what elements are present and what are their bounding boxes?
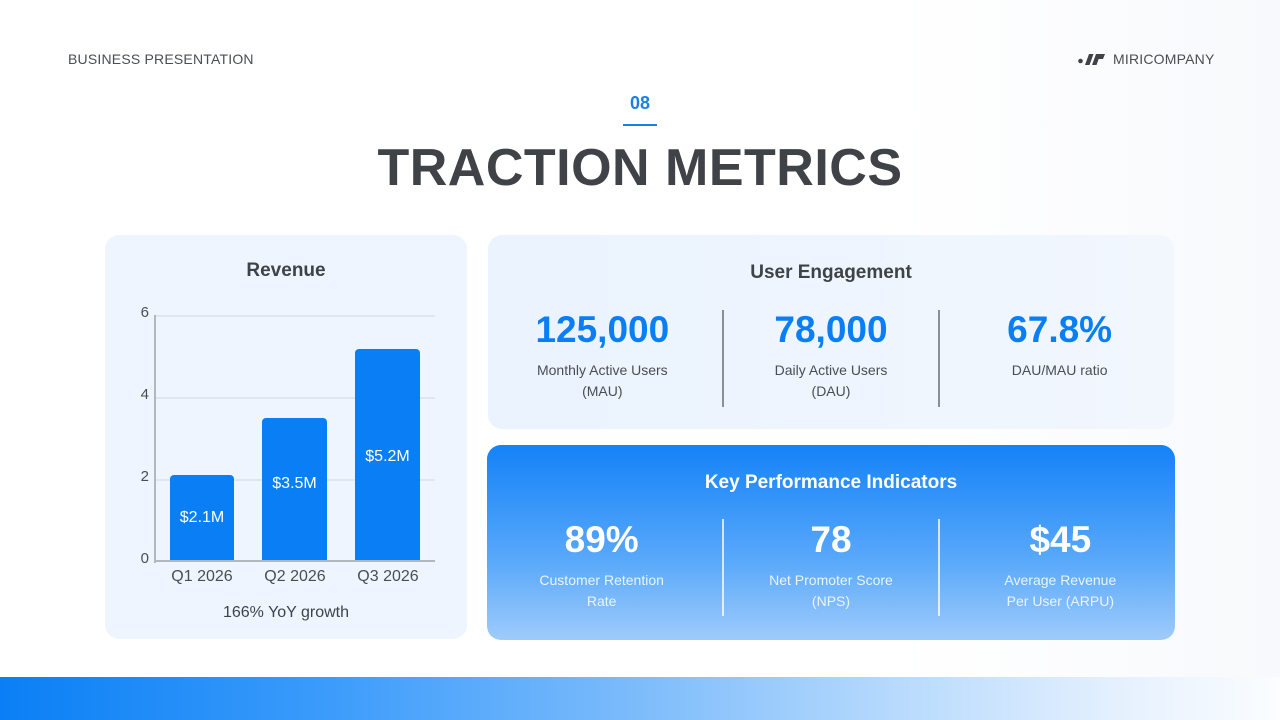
footer-gradient-bar xyxy=(0,677,1280,720)
bar-label-q2: $3.5M xyxy=(272,475,317,492)
y-tick-4: 4 xyxy=(140,386,149,403)
metric-mau-label-line1: Monthly Active Users xyxy=(536,362,668,378)
metric-mau-label: Monthly Active Users (MAU) xyxy=(488,360,717,402)
kpi-title: Key Performance Indicators xyxy=(704,472,958,493)
bar-label-q1: $2.1M xyxy=(179,509,225,526)
metric-ratio-value: 67.8% xyxy=(1007,309,1113,350)
metric-nps-label: Net Promoter Score (NPS) xyxy=(716,570,945,612)
bar-q2-2026: $3.5M xyxy=(262,418,327,561)
divider xyxy=(938,310,940,407)
metric-ratio-label: DAU/MAU ratio xyxy=(945,360,1174,381)
y-tick-2: 2 xyxy=(140,468,149,485)
slide-number: 08 xyxy=(629,93,651,113)
revenue-card: Revenue 6 4 2 0 $2.1M $3.5M $5.2M Q1 202… xyxy=(105,235,467,639)
chart-caption: 166% YoY growth xyxy=(222,604,350,621)
y-tick-0: 0 xyxy=(140,550,149,567)
x-axis xyxy=(154,560,435,562)
metric-nps-label-line1: Net Promoter Score xyxy=(769,572,893,588)
metric-dau-label: Daily Active Users (DAU) xyxy=(717,360,946,402)
metric-arpu-value: $45 xyxy=(1029,519,1092,560)
metric-mau-label-line2: (MAU) xyxy=(582,383,623,399)
presentation-label: BUSINESS PRESENTATION xyxy=(68,51,254,67)
user-engagement-title: User Engagement xyxy=(750,262,912,283)
x-tick-q1: Q1 2026 xyxy=(171,568,233,585)
miricompany-logo-icon xyxy=(1078,54,1105,65)
metric-dau-mau-ratio: 67.8% DAU/MAU ratio xyxy=(945,308,1174,402)
kpi-card: Key Performance Indicators 89% Customer … xyxy=(487,445,1175,640)
metric-dau-value: 78,000 xyxy=(774,309,888,350)
bar-label-q3: $5.2M xyxy=(365,448,410,465)
divider xyxy=(722,310,724,407)
metric-ratio-label-line1: DAU/MAU ratio xyxy=(1011,362,1108,378)
metric-nps-label-line2: (NPS) xyxy=(811,593,851,609)
metric-retention: 89% Customer Retention Rate xyxy=(487,518,716,612)
bar-q3-2026: $5.2M xyxy=(355,349,420,561)
metric-nps: 78 Net Promoter Score (NPS) xyxy=(716,518,945,612)
divider xyxy=(722,519,724,616)
divider xyxy=(938,519,940,616)
metric-dau: 78,000 Daily Active Users (DAU) xyxy=(717,308,946,402)
brand: MIRICOMPANY xyxy=(1078,51,1215,67)
metric-dau-label-line1: Daily Active Users xyxy=(774,362,888,378)
metric-dau-label-line2: (DAU) xyxy=(811,383,851,399)
metric-mau-value: 125,000 xyxy=(535,309,670,350)
page-title: TRACTION METRICS xyxy=(377,139,903,197)
slide-number-underline xyxy=(623,124,657,126)
metric-retention-label-line1: Customer Retention xyxy=(539,572,664,588)
y-axis xyxy=(154,315,156,563)
gridline-6 xyxy=(155,315,435,317)
metric-retention-label-line2: Rate xyxy=(586,593,617,609)
metric-retention-value: 89% xyxy=(564,519,639,560)
x-tick-q3: Q3 2026 xyxy=(357,568,419,585)
metric-mau: 125,000 Monthly Active Users (MAU) xyxy=(488,308,717,402)
bar-q1-2026: $2.1M xyxy=(170,475,234,561)
x-tick-q2: Q2 2026 xyxy=(264,568,326,585)
revenue-bar-chart: 6 4 2 0 $2.1M $3.5M $5.2M Q1 2026 Q2 202… xyxy=(105,235,467,639)
y-tick-6: 6 xyxy=(140,304,149,321)
metric-arpu-label-line1: Average Revenue xyxy=(1004,572,1117,588)
user-engagement-metrics: 125,000 Monthly Active Users (MAU) 78,00… xyxy=(488,308,1174,402)
metric-arpu-label-line2: Per User (ARPU) xyxy=(1006,593,1114,609)
metric-arpu: $45 Average Revenue Per User (ARPU) xyxy=(946,518,1175,612)
brand-name: MIRICOMPANY xyxy=(1113,51,1215,67)
metric-retention-label: Customer Retention Rate xyxy=(487,570,716,612)
metric-nps-value: 78 xyxy=(810,519,852,560)
revenue-card-title: Revenue xyxy=(246,260,326,281)
metric-arpu-label: Average Revenue Per User (ARPU) xyxy=(946,570,1175,612)
kpi-metrics: 89% Customer Retention Rate 78 Net Promo… xyxy=(487,518,1175,612)
gridline-4 xyxy=(155,397,435,399)
user-engagement-card: User Engagement 125,000 Monthly Active U… xyxy=(488,235,1174,429)
